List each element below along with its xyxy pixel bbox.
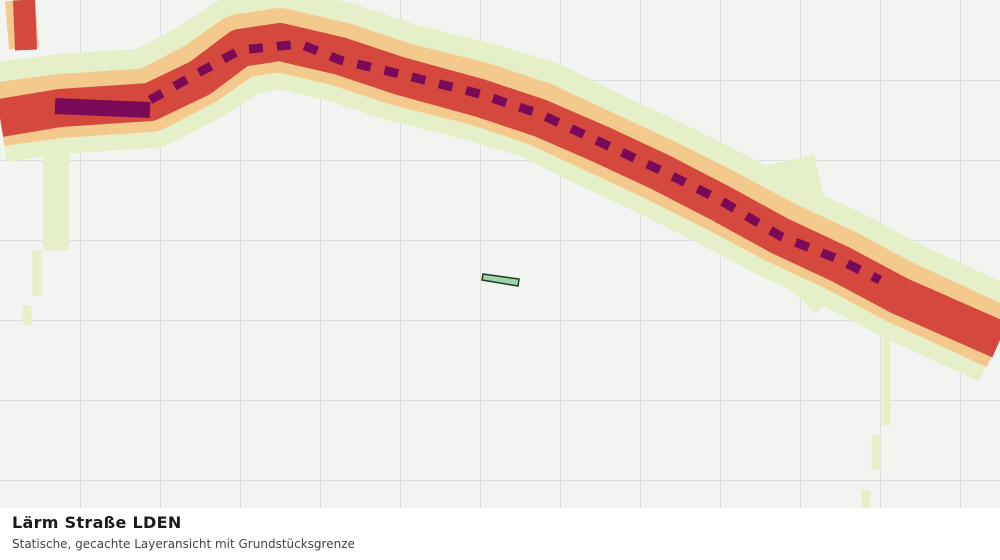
parcel-boundary[interactable]: [481, 273, 520, 287]
noise-zone-very-high: [54, 39, 883, 285]
noise-layer: [0, 0, 1000, 508]
layer-title: Lärm Straße LDEN: [12, 513, 182, 532]
layer-subtitle: Statische, gecachte Layeransicht mit Gru…: [12, 537, 355, 551]
caption-bar: Lärm Straße LDEN Statische, gecachte Lay…: [0, 508, 1000, 560]
map-view: [0, 0, 1000, 508]
